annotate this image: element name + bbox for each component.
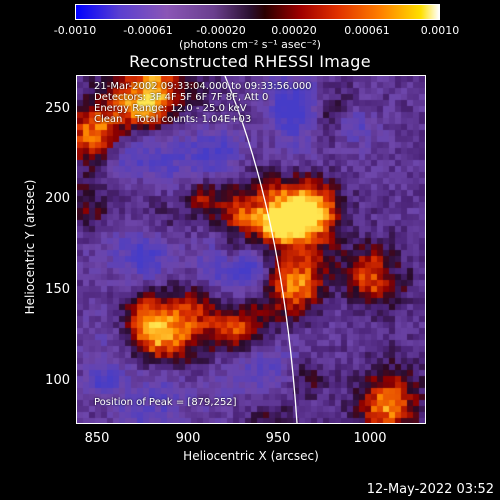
legend-clean-counts: Clean Total counts: 1.04E+03 — [94, 114, 252, 125]
y-tick-label: 150 — [45, 282, 70, 297]
solar-limb-line — [224, 76, 298, 423]
map-plot-area: 21-Mar-2002 09:33:04.000 to 09:33:56.000… — [76, 75, 426, 424]
image-title: Reconstructed RHESSI Image — [129, 52, 371, 71]
datestamp: 12-May-2022 03:52 — [366, 482, 494, 497]
legend-energy-range: Energy Range: 12.0 - 25.0 keV — [94, 103, 247, 114]
colorbar-units: (photons cm⁻² s⁻¹ asec⁻²) — [179, 38, 321, 51]
legend-peak-position: Position of Peak = [879,252] — [94, 397, 237, 408]
y-tick-label: 200 — [45, 191, 70, 206]
x-tick-label: 950 — [265, 431, 291, 446]
x-tick-label: 850 — [84, 431, 110, 446]
colorbar-tick: -0.00061 — [123, 24, 173, 37]
colorbar-tick: -0.00020 — [196, 24, 246, 37]
heatmap-image — [77, 76, 425, 423]
limb-overlay — [224, 76, 298, 423]
colorbar-tick: 0.00020 — [271, 24, 317, 37]
colorbar-tick: -0.0010 — [53, 24, 97, 37]
x-tick-label: 1000 — [353, 431, 387, 446]
legend-detectors: Detectors: 3F 4F 5F 6F 7F 8F, Att 0 — [94, 92, 269, 103]
y-tick-label: 100 — [45, 373, 70, 388]
colorbar — [75, 4, 440, 20]
legend-time-range: 21-Mar-2002 09:33:04.000 to 09:33:56.000 — [94, 81, 312, 92]
x-axis-label: Heliocentric X (arcsec) — [183, 449, 319, 463]
colorbar-tick: 0.0010 — [420, 24, 460, 37]
x-tick-label: 900 — [175, 431, 201, 446]
y-tick-label: 250 — [45, 101, 70, 116]
y-axis-label: Heliocentric Y (arcsec) — [23, 179, 37, 315]
colorbar-tick: 0.00061 — [344, 24, 390, 37]
